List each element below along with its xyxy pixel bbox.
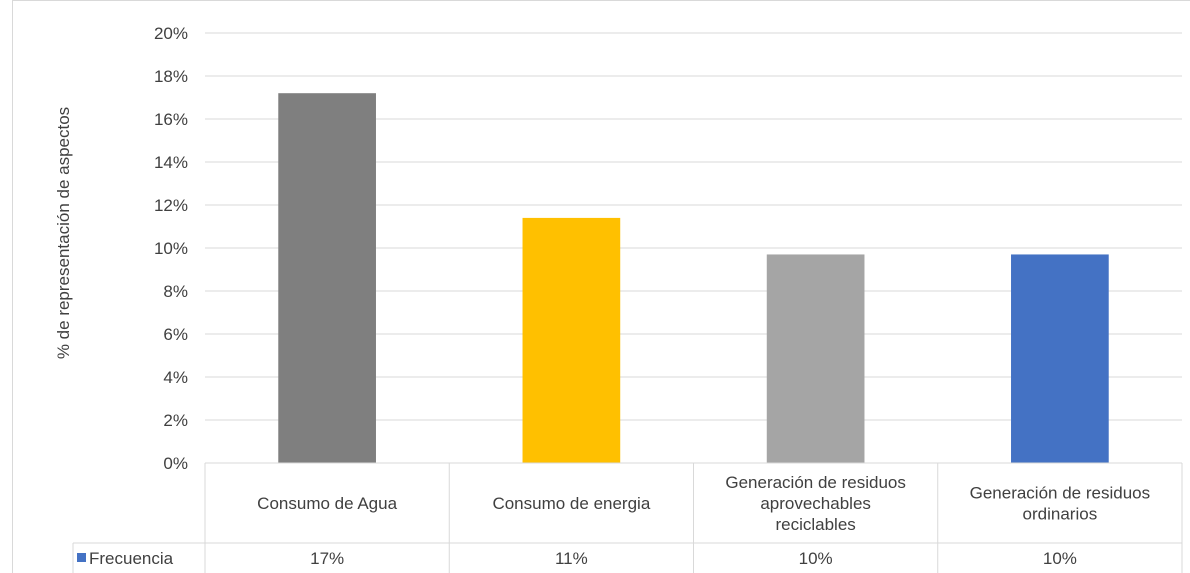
category-label: ordinarios [1023,505,1098,524]
data-table-cell: 11% [555,549,588,568]
y-tick-label: 16% [154,110,188,129]
y-tick-label: 14% [154,153,188,172]
category-label: reciclables [775,515,855,534]
y-tick-label: 10% [154,239,188,258]
y-tick-label: 2% [163,411,188,430]
data-table: Consumo de Agua Consumo de energia Generac… [72,462,1183,573]
y-tick-label: 12% [154,196,188,215]
y-tick-label: 20% [154,24,188,43]
bar [766,254,865,463]
data-table-cell: 10% [799,549,833,568]
y-tick-label: 18% [154,67,188,86]
bar [1011,254,1109,463]
legend-label: Frecuencia [89,549,174,568]
category-label: aprovechables [760,494,871,513]
bars [278,93,1109,463]
data-table-cell: 10% [1043,549,1077,568]
data-table-cell: 17% [310,549,344,568]
y-tick-labels: 0% 2% 4% 6% 8% 10% 12% 14% 16% 18% 20% [154,24,188,473]
legend-key [77,553,86,562]
category-label: Consumo de energia [492,494,650,513]
y-tick-label: 6% [163,325,188,344]
y-tick-label: 0% [163,454,188,473]
y-axis-label: % de representación de aspectos [54,107,73,359]
bar [278,93,376,463]
category-label: Generación de residuos [970,484,1151,503]
y-tick-label: 8% [163,282,188,301]
category-label: Consumo de Agua [257,494,397,513]
y-tick-label: 4% [163,368,188,387]
bar [522,217,621,463]
chart-frame [12,0,1190,573]
category-label: Generación de residuos [725,473,906,492]
